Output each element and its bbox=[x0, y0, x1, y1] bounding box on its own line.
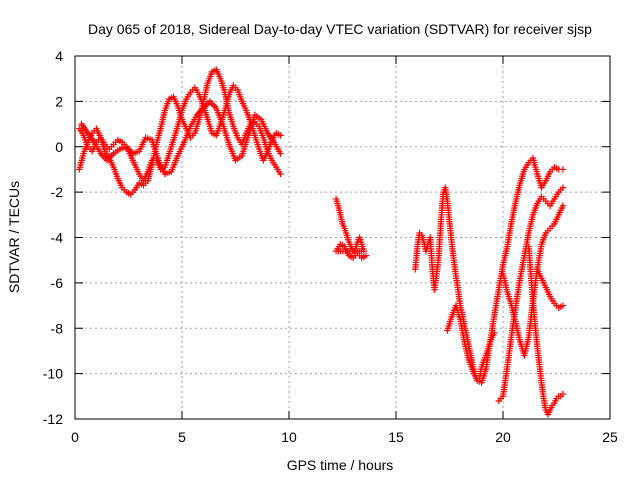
data-point bbox=[559, 166, 567, 173]
x-tick-label: 20 bbox=[495, 429, 511, 445]
y-axis-label: SDTVAR / TECUs bbox=[6, 181, 22, 293]
y-tick-label: 0 bbox=[55, 139, 63, 155]
y-tick-label: 2 bbox=[55, 93, 63, 109]
data-point bbox=[277, 150, 284, 157]
series-track-c bbox=[78, 98, 284, 178]
data-point bbox=[277, 132, 284, 139]
x-tick-labels: 0 5 10 15 20 25 bbox=[71, 429, 618, 445]
y-tick-label: -6 bbox=[51, 275, 64, 291]
y-tick-label: -10 bbox=[43, 366, 63, 382]
series-track-f bbox=[444, 154, 567, 386]
x-tick-label: 10 bbox=[281, 429, 297, 445]
data-point bbox=[277, 170, 284, 178]
y-tick-label: -4 bbox=[51, 230, 64, 246]
y-tick-label: -12 bbox=[43, 411, 63, 427]
data-point bbox=[559, 302, 567, 309]
series-track-a bbox=[76, 66, 284, 198]
y-tick-label: -2 bbox=[51, 184, 64, 200]
y-tick-label: -8 bbox=[51, 320, 64, 336]
y-tick-labels: -12 -10 -8 -6 -4 -2 0 2 4 bbox=[43, 48, 63, 427]
series-track-b bbox=[76, 82, 284, 184]
data-point bbox=[559, 390, 567, 398]
data-point bbox=[559, 184, 567, 191]
y-tick-label: 4 bbox=[55, 48, 63, 64]
data-points bbox=[76, 66, 567, 418]
x-tick-label: 5 bbox=[178, 429, 186, 445]
x-tick-label: 15 bbox=[388, 429, 404, 445]
x-tick-label: 0 bbox=[71, 429, 79, 445]
series-track-i bbox=[525, 243, 567, 418]
x-axis-label: GPS time / hours bbox=[287, 457, 394, 473]
data-point bbox=[362, 252, 370, 259]
series-track-e bbox=[412, 184, 498, 384]
series-track-j bbox=[534, 266, 567, 312]
x-tick-label: 25 bbox=[602, 429, 618, 445]
series-track-d bbox=[332, 195, 370, 262]
plot-frame bbox=[74, 55, 611, 420]
series-track-g bbox=[495, 184, 567, 405]
data-point bbox=[559, 202, 567, 209]
chart-title: Day 065 of 2018, Sidereal Day-to-day VTE… bbox=[88, 21, 592, 37]
